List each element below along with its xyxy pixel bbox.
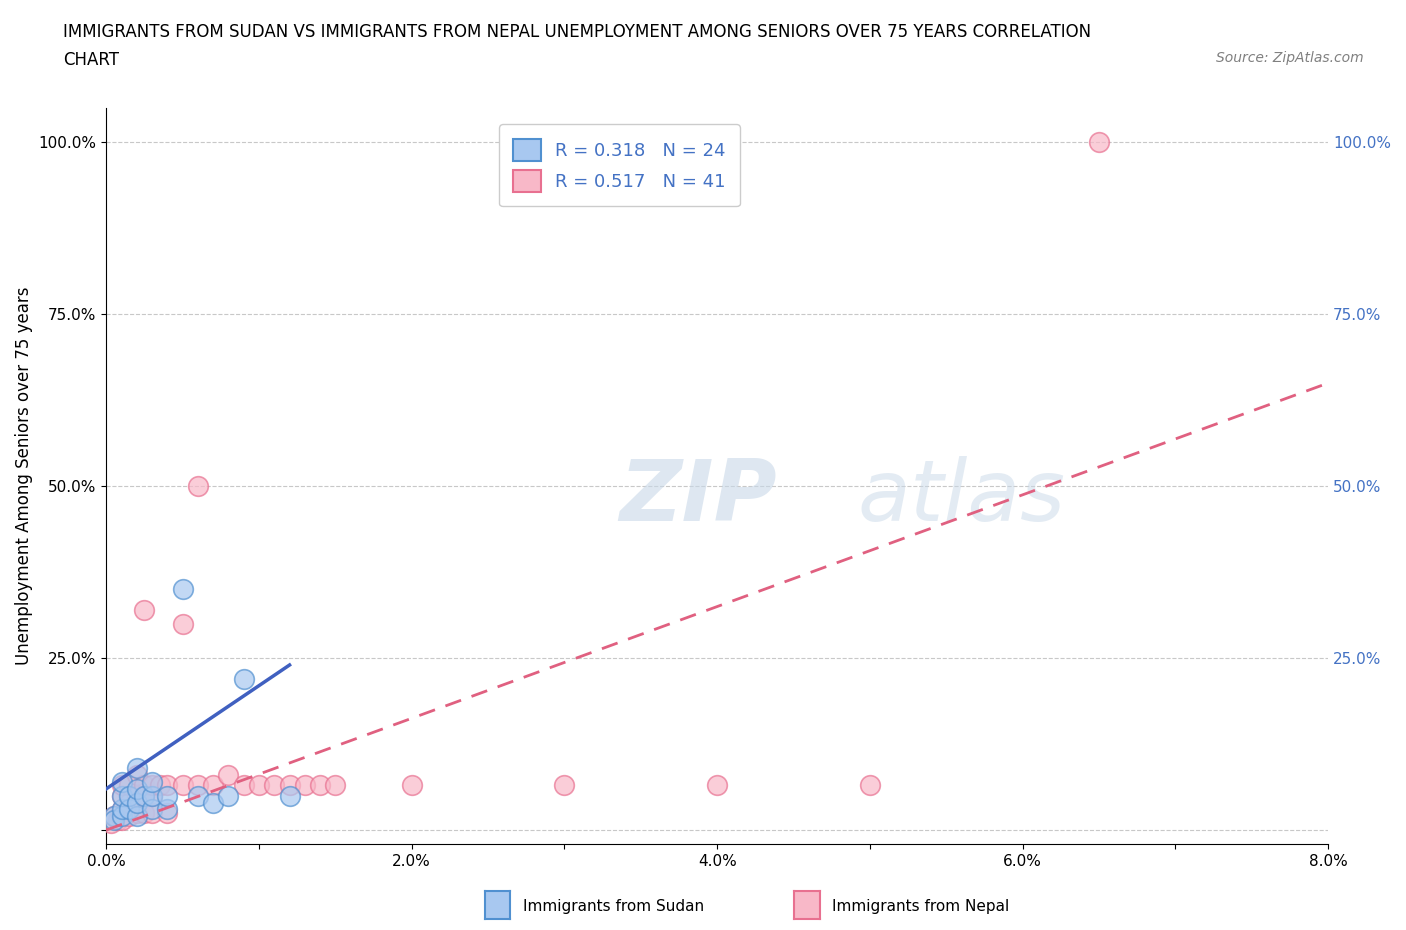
Point (187, 789, 209, 804)
Point (187, 479, 209, 494)
Point (100, 816, 122, 830)
Point (125, 795, 148, 810)
Text: ZIP: ZIP (620, 457, 778, 539)
Point (401, 777, 423, 792)
Point (217, 789, 239, 804)
Point (134, 805, 156, 820)
Point (172, 582, 194, 597)
Point (107, 812, 129, 827)
Point (278, 789, 301, 804)
Point (125, 805, 148, 820)
Point (202, 795, 225, 810)
Point (110, 777, 132, 792)
Point (110, 775, 132, 790)
Point (125, 761, 148, 776)
Point (103, 812, 125, 827)
Point (156, 802, 179, 817)
Point (110, 789, 132, 804)
Point (141, 775, 163, 790)
Point (706, 777, 728, 792)
Point (110, 802, 132, 817)
Point (141, 789, 163, 804)
Point (125, 789, 148, 804)
Text: Source: ZipAtlas.com: Source: ZipAtlas.com (1216, 51, 1364, 65)
Point (202, 777, 225, 792)
Point (172, 777, 194, 792)
Text: atlas: atlas (858, 457, 1066, 539)
Point (263, 777, 285, 792)
Point (103, 809, 125, 824)
Point (125, 767, 148, 782)
Point (134, 789, 156, 804)
Point (125, 809, 148, 824)
Point (103, 809, 125, 824)
Point (134, 777, 156, 792)
Point (232, 671, 254, 686)
Point (118, 809, 141, 824)
Legend: R = 0.318   N = 24, R = 0.517   N = 41: R = 0.318 N = 24, R = 0.517 N = 41 (499, 125, 740, 206)
Text: CHART: CHART (63, 51, 120, 69)
Point (278, 777, 301, 792)
Point (110, 809, 132, 824)
Point (125, 781, 148, 796)
Point (141, 789, 163, 804)
Point (118, 802, 141, 817)
Point (232, 777, 254, 792)
Point (141, 777, 163, 792)
Point (294, 777, 316, 792)
Point (309, 777, 332, 792)
Point (859, 777, 882, 792)
Point (110, 802, 132, 817)
Point (217, 767, 239, 782)
Point (325, 777, 347, 792)
Point (156, 789, 179, 804)
Point (141, 802, 163, 817)
Point (141, 805, 163, 820)
Point (110, 789, 132, 804)
Point (110, 812, 132, 827)
Point (118, 789, 141, 804)
Point (172, 617, 194, 631)
Text: IMMIGRANTS FROM SUDAN VS IMMIGRANTS FROM NEPAL UNEMPLOYMENT AMONG SENIORS OVER 7: IMMIGRANTS FROM SUDAN VS IMMIGRANTS FROM… (63, 23, 1091, 41)
Point (553, 777, 575, 792)
Point (134, 789, 156, 804)
Point (149, 777, 172, 792)
Point (134, 603, 156, 618)
Text: Immigrants from Sudan: Immigrants from Sudan (523, 899, 704, 914)
Point (247, 777, 270, 792)
Text: Immigrants from Nepal: Immigrants from Nepal (832, 899, 1010, 914)
Point (156, 777, 179, 792)
Point (118, 777, 141, 792)
Point (187, 777, 209, 792)
Point (1088, 135, 1111, 150)
Y-axis label: Unemployment Among Seniors over 75 years: Unemployment Among Seniors over 75 years (15, 286, 32, 665)
Point (118, 795, 141, 810)
Point (156, 805, 179, 820)
